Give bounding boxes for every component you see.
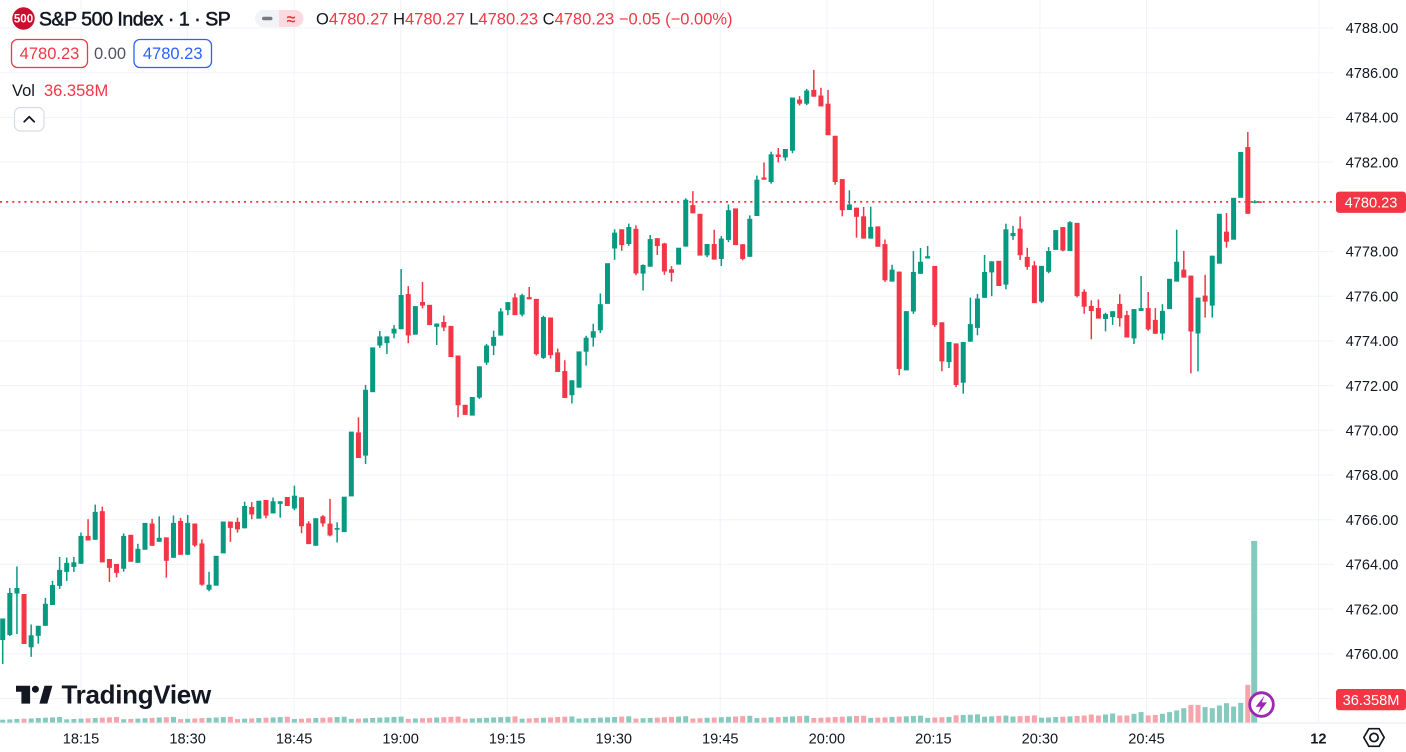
- svg-text:36.358M: 36.358M: [1343, 693, 1400, 709]
- svg-text:4780.23: 4780.23: [1345, 196, 1398, 212]
- svg-text:20:15: 20:15: [915, 732, 952, 748]
- svg-text:4786.00: 4786.00: [1346, 66, 1399, 82]
- svg-text:4768.00: 4768.00: [1346, 468, 1399, 484]
- svg-text:4764.00: 4764.00: [1346, 558, 1399, 574]
- svg-text:4788.00: 4788.00: [1346, 21, 1399, 37]
- svg-text:500: 500: [14, 14, 33, 26]
- svg-text:4778.00: 4778.00: [1346, 245, 1399, 261]
- svg-text:18:15: 18:15: [63, 732, 100, 748]
- svg-text:19:00: 19:00: [382, 732, 419, 748]
- svg-text:19:15: 19:15: [489, 732, 526, 748]
- svg-text:4772.00: 4772.00: [1346, 379, 1399, 395]
- svg-text:4782.00: 4782.00: [1346, 155, 1399, 171]
- svg-text:4780.23: 4780.23: [143, 45, 203, 63]
- svg-text:TradingView: TradingView: [62, 680, 212, 710]
- svg-text:Vol: Vol: [12, 82, 35, 100]
- svg-text:4780.23: 4780.23: [20, 45, 80, 63]
- svg-text:36.358M: 36.358M: [44, 82, 108, 100]
- svg-text:O4780.27 H4780.27 L4780.23 C47: O4780.27 H4780.27 L4780.23 C4780.23 −0.0…: [316, 10, 733, 28]
- svg-text:19:30: 19:30: [596, 732, 633, 748]
- svg-text:20:30: 20:30: [1022, 732, 1059, 748]
- svg-text:4776.00: 4776.00: [1346, 289, 1399, 305]
- svg-text:20:45: 20:45: [1128, 732, 1165, 748]
- svg-text:4770.00: 4770.00: [1346, 424, 1399, 440]
- svg-text:4760.00: 4760.00: [1346, 647, 1399, 663]
- svg-text:18:45: 18:45: [276, 732, 313, 748]
- svg-text:12: 12: [1310, 732, 1326, 748]
- svg-text:4766.00: 4766.00: [1346, 513, 1399, 529]
- svg-text:20:00: 20:00: [809, 732, 846, 748]
- svg-text:19:45: 19:45: [702, 732, 739, 748]
- svg-text:4784.00: 4784.00: [1346, 111, 1399, 127]
- svg-text:4774.00: 4774.00: [1346, 334, 1399, 350]
- svg-text:≈: ≈: [287, 12, 296, 29]
- svg-text:18:30: 18:30: [169, 732, 206, 748]
- svg-text:S&P 500 Index · 1 · SP: S&P 500 Index · 1 · SP: [39, 8, 230, 30]
- svg-text:0.00: 0.00: [94, 45, 126, 63]
- svg-text:4762.00: 4762.00: [1346, 602, 1399, 618]
